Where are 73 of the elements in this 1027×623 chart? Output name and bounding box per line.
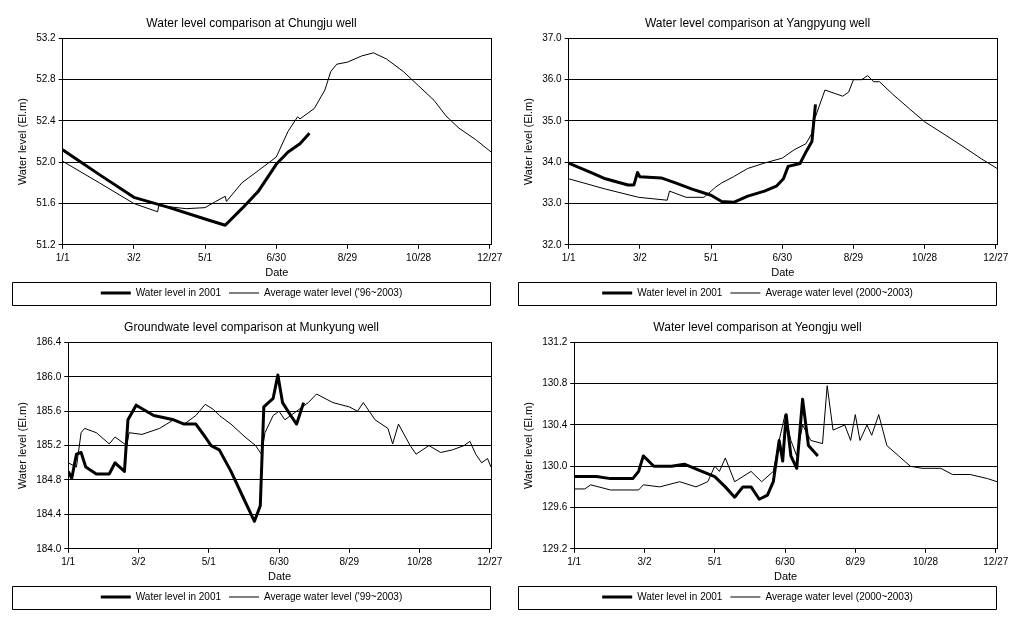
x-tick-label: 5/1 [201, 555, 217, 567]
x-tick-label: 8/29 [843, 251, 864, 263]
y-tick-label: 35.0 [542, 114, 563, 126]
y-tick-label: 184.4 [36, 508, 62, 520]
x-tick-label: 1/1 [55, 251, 71, 263]
y-axis-title: Water level (El.m) [15, 402, 28, 490]
x-tick-label: 12/27 [983, 251, 1009, 263]
x-axis-title: Date [265, 266, 289, 279]
chart-title: Water level comparison at Chungju well [146, 15, 357, 30]
x-tick-label: 8/29 [337, 251, 358, 263]
y-tick-label: 51.2 [36, 238, 57, 250]
x-tick-label: 12/27 [477, 555, 503, 567]
x-tick-label: 10/28 [912, 251, 938, 263]
y-tick-label: 52.4 [36, 114, 57, 126]
x-axis-title: Date [267, 570, 292, 583]
y-tick-label: 186.0 [36, 370, 62, 382]
chart-title: Water level comparison at Yangpyung well [644, 15, 871, 30]
y-tick-label: 51.6 [36, 197, 57, 209]
x-tick-label: 3/2 [632, 251, 648, 263]
y-tick-label: 186.4 [36, 336, 62, 348]
y-tick-label: 53.2 [36, 32, 57, 44]
y-tick-label: 184.8 [36, 473, 62, 485]
legend-label: Water level in 2001 [135, 286, 222, 298]
y-tick-label: 131.2 [542, 336, 568, 348]
y-tick-label: 130.0 [542, 459, 568, 471]
x-tick-label: 8/29 [339, 555, 360, 567]
y-tick-label: 52.0 [36, 155, 57, 167]
y-axis-title: Water level (El.m) [521, 402, 534, 490]
y-tick-label: 129.6 [542, 501, 568, 513]
x-tick-label: 5/1 [707, 555, 723, 567]
x-tick-label: 8/29 [845, 555, 866, 567]
x-tick-label: 3/2 [126, 251, 142, 263]
y-axis-title: Water level (El.m) [15, 98, 28, 186]
y-tick-label: 185.6 [36, 404, 62, 416]
legend-label: Average water level ('99~2003) [264, 590, 403, 602]
x-tick-label: 3/2 [637, 555, 652, 567]
legend-label: Average water level ('96~2003) [264, 286, 403, 298]
x-tick-label: 6/30 [772, 251, 793, 263]
x-tick-label: 12/27 [477, 251, 503, 263]
x-axis-title: Date [771, 266, 795, 279]
x-tick-label: 5/1 [704, 251, 719, 263]
x-tick-label: 6/30 [775, 555, 796, 567]
y-tick-label: 185.2 [36, 439, 62, 451]
y-tick-label: 184.0 [36, 542, 62, 554]
legend-label: Average water level (2000~2003) [765, 286, 913, 298]
y-tick-label: 37.0 [542, 32, 563, 44]
x-tick-label: 10/28 [406, 251, 432, 263]
y-axis-title: Water level (El.m) [521, 98, 534, 186]
x-tick-label: 1/1 [561, 251, 577, 263]
x-tick-label: 6/30 [269, 555, 290, 567]
y-tick-label: 36.0 [542, 73, 563, 85]
y-tick-label: 130.4 [542, 418, 568, 430]
x-axis-title: Date [773, 570, 798, 583]
chart-title: Groundwate level comparison at Munkyung well [124, 319, 379, 334]
y-tick-label: 130.8 [542, 377, 568, 389]
y-tick-label: 33.0 [542, 197, 563, 209]
x-tick-label: 1/1 [61, 555, 76, 567]
legend-label: Water level in 2001 [637, 590, 723, 602]
x-tick-label: 10/28 [407, 555, 433, 567]
x-tick-label: 1/1 [567, 555, 582, 567]
y-tick-label: 129.2 [542, 542, 568, 554]
y-tick-label: 34.0 [542, 155, 563, 167]
x-tick-label: 10/28 [913, 555, 939, 567]
chart-title: Water level comparison at Yeongju well [653, 319, 862, 334]
legend-label: Average water level (2000~2003) [765, 590, 913, 602]
y-tick-label: 32.0 [542, 238, 563, 250]
y-tick-label: 52.8 [36, 73, 57, 85]
x-tick-label: 3/2 [131, 555, 146, 567]
legend-label: Water level in 2001 [637, 286, 723, 298]
legend-label: Water level in 2001 [135, 590, 222, 602]
x-tick-label: 12/27 [983, 555, 1009, 567]
x-tick-label: 5/1 [198, 251, 213, 263]
x-tick-label: 6/30 [266, 251, 287, 263]
